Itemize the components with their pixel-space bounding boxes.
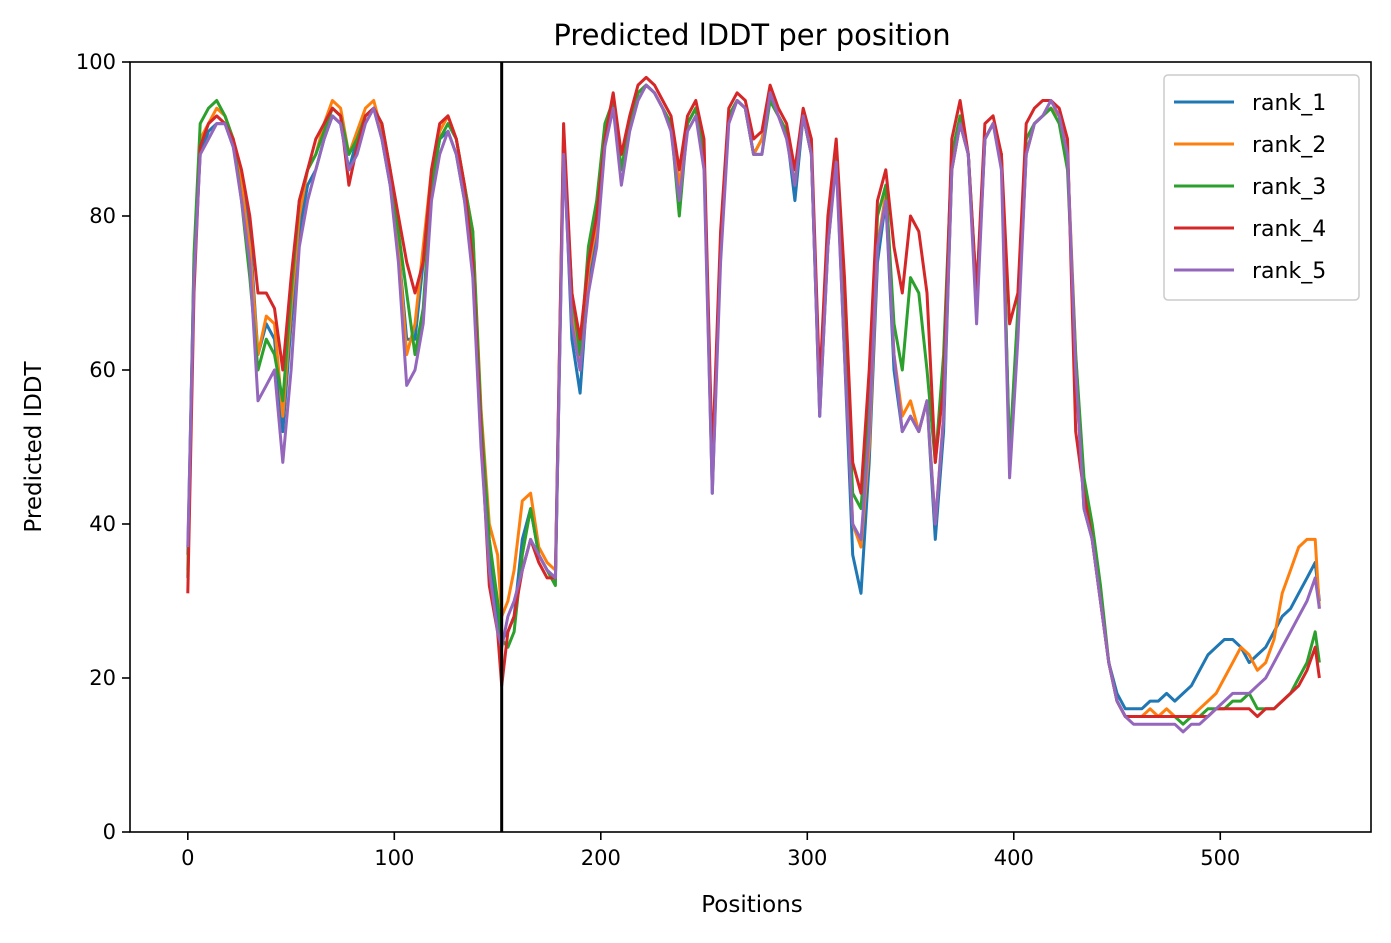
y-tick-label: 20	[89, 666, 116, 690]
chart-title: Predicted lDDT per position	[553, 18, 950, 52]
legend: rank_1 rank_2 rank_3 rank_4 rank_5	[1163, 74, 1360, 301]
x-axis-label: Positions	[701, 892, 803, 918]
legend-label-rank-3: rank_3	[1252, 175, 1326, 200]
y-tick-label: 60	[89, 358, 116, 382]
x-tick-label: 400	[994, 846, 1034, 870]
axes: 0 100 200 300 400 500 0 20 40 60 80 100	[76, 50, 1372, 870]
y-tick-label: 0	[103, 820, 116, 844]
plot-area	[186, 62, 1321, 832]
legend-label-rank-2: rank_2	[1252, 133, 1326, 158]
legend-label-rank-4: rank_4	[1252, 217, 1326, 242]
y-tick-label: 100	[76, 50, 116, 74]
legend-label-rank-5: rank_5	[1252, 259, 1326, 284]
x-tick-label: 200	[581, 846, 621, 870]
x-tick-label: 100	[374, 846, 414, 870]
legend-box	[1163, 74, 1360, 301]
legend-label-rank-1: rank_1	[1252, 91, 1326, 116]
series-line-rank-5	[186, 83, 1321, 734]
y-tick-label: 40	[89, 512, 116, 536]
x-tick-label: 0	[181, 846, 194, 870]
y-tick-label: 80	[89, 204, 116, 228]
x-tick-label: 300	[787, 846, 827, 870]
x-tick-label: 500	[1200, 846, 1240, 870]
axes-frame	[129, 61, 1372, 833]
series-lines	[186, 75, 1321, 734]
y-axis-label: Predicted lDDT	[21, 360, 47, 532]
